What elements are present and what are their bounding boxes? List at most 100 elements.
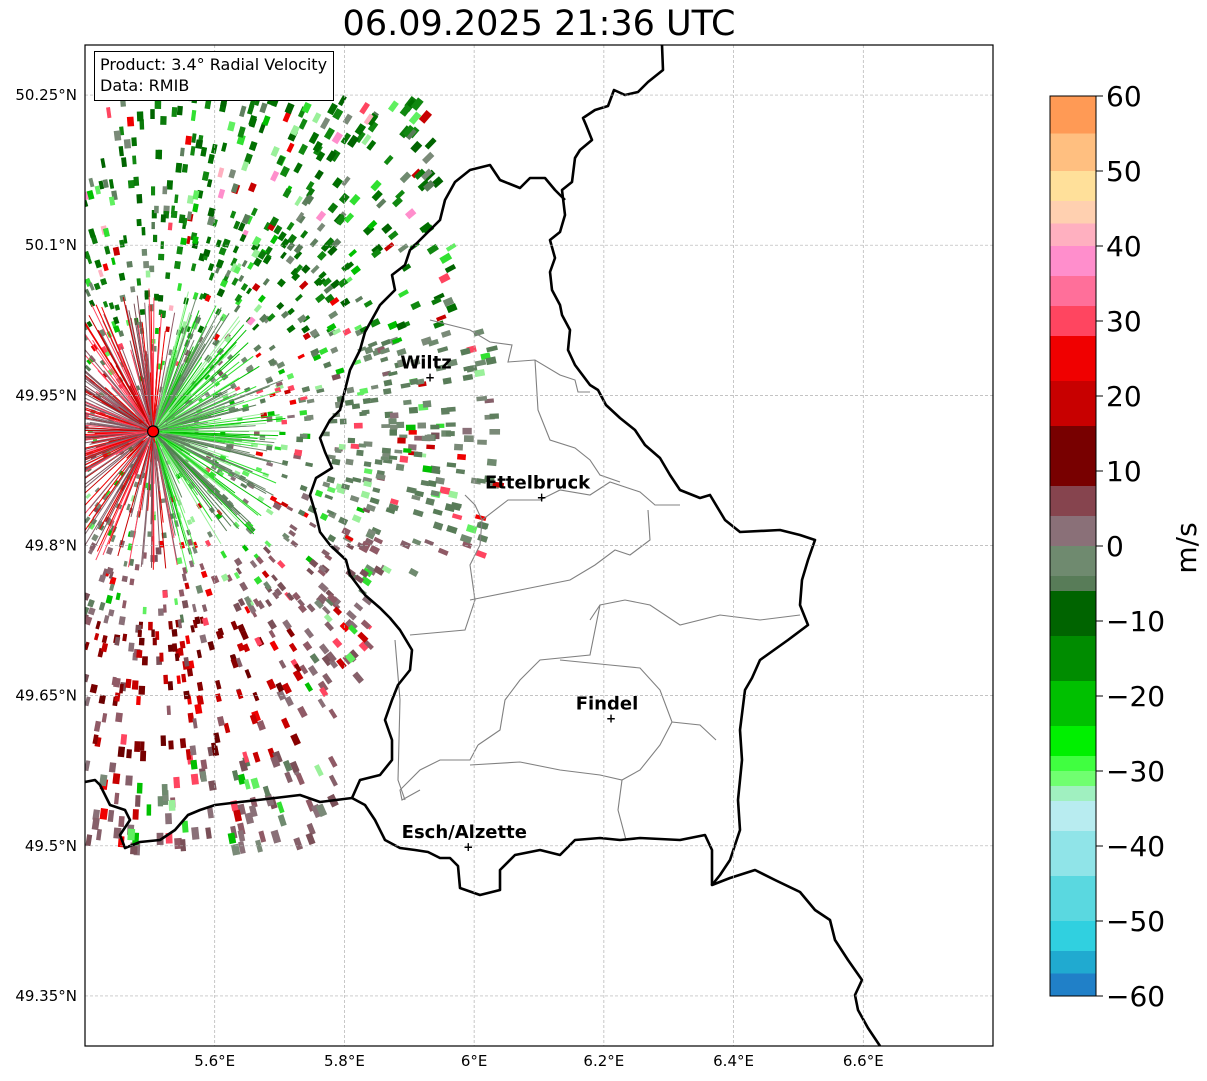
radar-echo (149, 265, 155, 273)
radar-echo (292, 669, 304, 682)
radar-echo (388, 370, 398, 377)
radar-echo (332, 637, 343, 649)
radar-echo (106, 107, 112, 119)
radar-echo (200, 570, 208, 579)
radar-echo (216, 369, 224, 377)
radar-echo (324, 494, 334, 501)
radar-echo (489, 428, 501, 435)
radar-echo (210, 143, 218, 154)
radar-echo (455, 468, 466, 475)
radar-echo (387, 320, 399, 331)
radar-echo (186, 668, 194, 677)
radar-echo (297, 705, 308, 719)
radar-echo (342, 327, 352, 336)
radar-echo (275, 682, 285, 693)
radar-spoke (165, 440, 208, 471)
radar-echo (489, 413, 499, 420)
radar-spoke (150, 304, 154, 422)
radar-spoke (156, 377, 240, 430)
radar-echo (98, 601, 106, 611)
radar-spoke (117, 351, 152, 427)
radar-echo (112, 773, 121, 785)
radar-echo (346, 609, 357, 621)
colorbar-band (1050, 921, 1096, 952)
radar-spoke (160, 316, 240, 421)
radar-echo (418, 110, 433, 124)
radar-echo (152, 234, 158, 243)
colorbar-band (1050, 133, 1096, 172)
radar-echo (108, 196, 116, 206)
radar-echo (174, 653, 180, 662)
radar-echo (185, 748, 192, 760)
radar-echo (296, 436, 304, 443)
radar-echo (246, 316, 256, 326)
radar-echo (370, 179, 382, 192)
city-marker: + (425, 370, 435, 384)
radar-echo (389, 498, 399, 506)
radar-echo (269, 640, 279, 652)
radar-echo (180, 237, 187, 246)
radar-echo (108, 302, 115, 310)
radar-echo (135, 795, 141, 807)
radar-echo (240, 482, 248, 489)
radar-echo (445, 303, 458, 314)
radar-echo (343, 212, 355, 224)
radar-echo (317, 568, 327, 577)
radar-echo (277, 581, 287, 592)
radar-echo (436, 314, 447, 322)
radar-spoke (167, 442, 259, 516)
radar-echo (421, 435, 431, 442)
radar-echo (363, 480, 373, 488)
radar-echo (229, 210, 237, 219)
radar-spoke (158, 379, 284, 430)
radar-echo (413, 451, 423, 458)
radar-echo (159, 498, 166, 504)
radar-echo (168, 620, 173, 630)
radar-echo (100, 158, 106, 169)
radar-echo (160, 116, 167, 125)
radar-echo (165, 813, 172, 825)
radar-echo (309, 558, 319, 568)
radar-echo (241, 544, 249, 552)
radar-echo (129, 578, 135, 586)
radar-echo (113, 325, 121, 333)
colorbar-band (1050, 546, 1096, 577)
radar-echo (306, 187, 316, 198)
radar-spoke (102, 364, 148, 425)
radar-echo (286, 627, 295, 638)
radar-echo (158, 295, 164, 302)
radar-spoke (85, 397, 142, 427)
radar-echo (381, 223, 393, 235)
radar-echo (94, 259, 102, 269)
radar-spoke (168, 440, 191, 455)
radar-spoke (85, 435, 151, 536)
radar-echo (321, 548, 330, 557)
radar-echo (257, 250, 267, 260)
radar-echo (222, 351, 229, 358)
radar-echo (249, 559, 258, 569)
radar-echo (253, 344, 262, 352)
radar-echo (304, 682, 314, 693)
radar-echo (307, 665, 319, 677)
radar-echo (265, 508, 274, 516)
radar-echo (179, 839, 187, 852)
radar-echo (313, 277, 323, 287)
radar-echo (241, 498, 249, 505)
radar-echo (113, 792, 120, 805)
radar-echo (302, 640, 313, 652)
radar-echo (299, 484, 308, 492)
radar-echo (282, 619, 292, 630)
radar-spoke (154, 431, 272, 509)
radar-echo (227, 121, 236, 132)
radar-echo (233, 809, 243, 822)
radar-echo (268, 344, 276, 352)
radar-echo (170, 205, 176, 215)
radar-echo (207, 746, 214, 757)
radar-echo (232, 521, 240, 529)
radar-echo (300, 396, 308, 401)
radar-echo (426, 243, 439, 255)
city-marker: + (463, 840, 473, 854)
radar-echo (173, 260, 181, 270)
radar-echo (192, 190, 200, 200)
radar-echo (123, 560, 128, 567)
